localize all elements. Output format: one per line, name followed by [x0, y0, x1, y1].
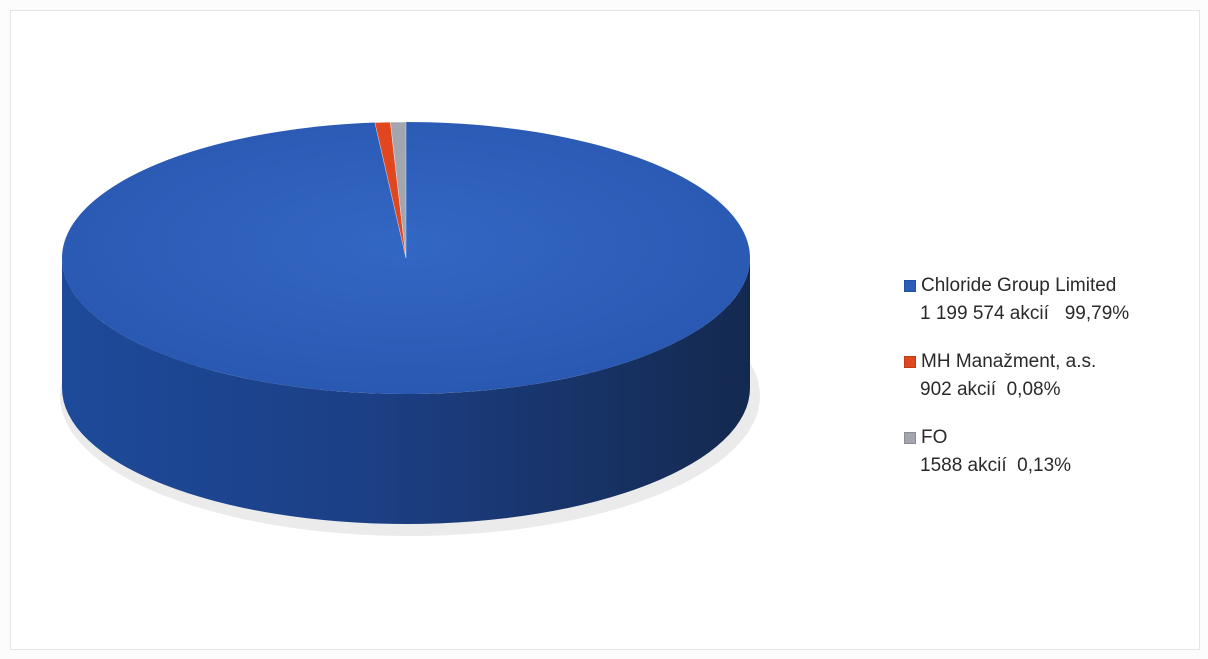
legend-label-fo: FO	[921, 427, 948, 448]
legend: Chloride Group Limited 1 199 574 akcií 9…	[904, 272, 1194, 500]
legend-swatch-chloride	[904, 280, 916, 292]
legend-label-chloride: Chloride Group Limited	[921, 275, 1117, 296]
legend-swatch-fo	[904, 432, 916, 444]
legend-detail-mh: 902 akcií 0,08%	[920, 379, 1061, 400]
legend-swatch-mh	[904, 356, 916, 368]
legend-detail-fo: 1588 akcií 0,13%	[920, 455, 1072, 476]
legend-entry-mh: MH Manažment, a.s. 902 akcií 0,08%	[904, 348, 1194, 404]
legend-entry-chloride: Chloride Group Limited 1 199 574 akcií 9…	[904, 272, 1194, 328]
legend-detail-chloride: 1 199 574 akcií 99,79%	[920, 303, 1130, 324]
pie-slice-fo	[390, 121, 407, 259]
pie-side-wall	[62, 258, 750, 524]
legend-label-mh: MH Manažment, a.s.	[921, 351, 1097, 372]
legend-entry-fo: FO 1588 akcií 0,13%	[904, 424, 1194, 480]
